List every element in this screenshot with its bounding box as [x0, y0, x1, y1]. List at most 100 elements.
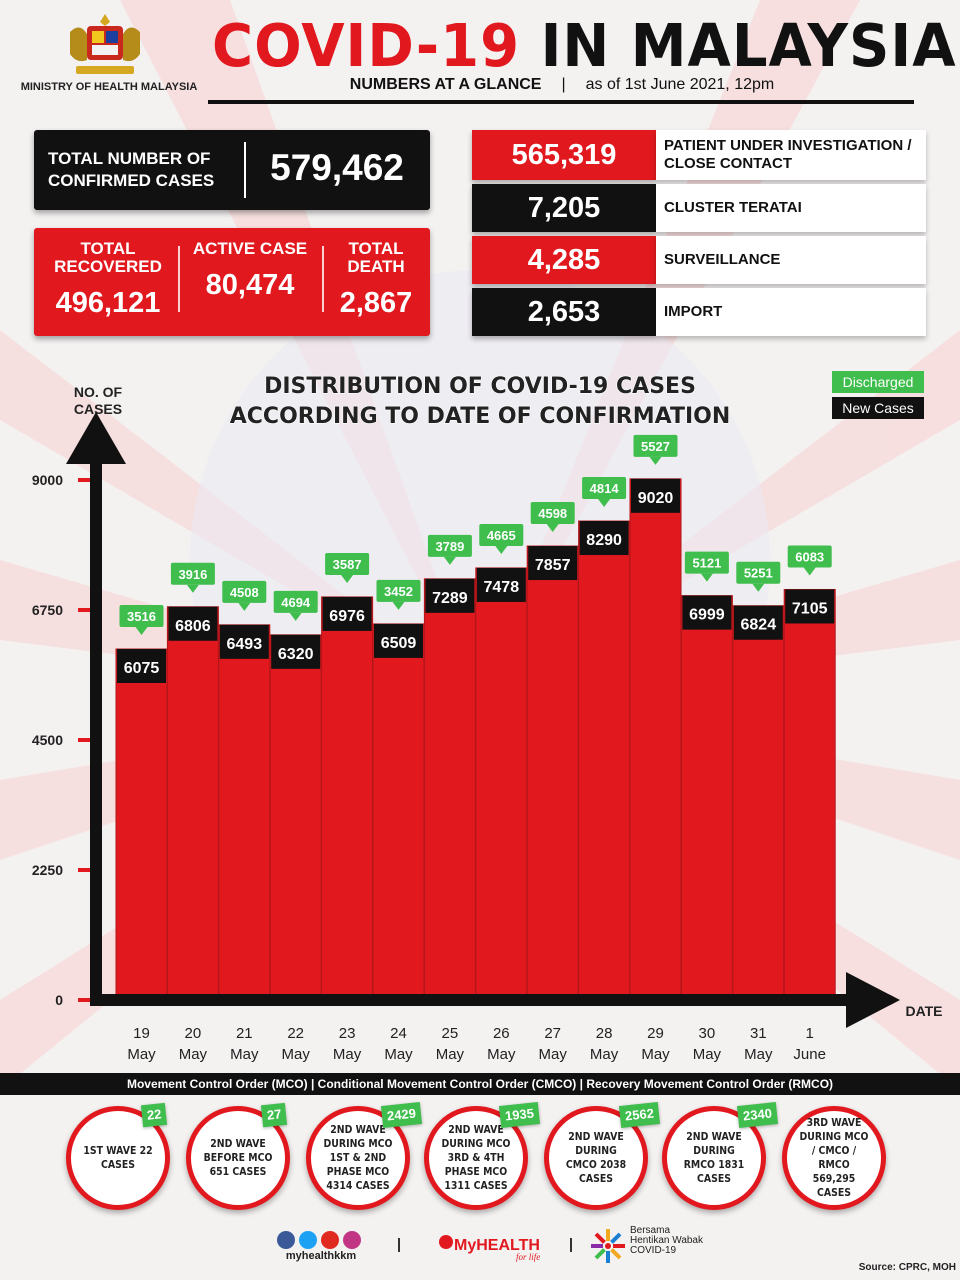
discharged-badge	[530, 502, 575, 525]
bar-value-label: 6509	[381, 635, 417, 652]
discharged-badge-pointer	[392, 601, 405, 610]
category-label-import: IMPORT	[656, 288, 926, 336]
title-malaysia: IN MALAYSIA	[540, 12, 957, 81]
y-tick-label: 2250	[32, 862, 63, 878]
ministry-name: MINISTRY OF HEALTH MALAYSIA	[20, 81, 198, 93]
discharged-badge-pointer	[135, 627, 148, 635]
x-tick-month: June	[793, 1046, 826, 1063]
wave-discharged-badge: 2429	[380, 1102, 422, 1128]
stat-active-case: ACTIVE CASE 80,474	[184, 240, 316, 304]
myhealth-text: MyHEALTH	[454, 1237, 540, 1254]
bar-value-box	[322, 596, 372, 631]
x-tick-day: 26	[493, 1025, 510, 1042]
x-tick-month: May	[436, 1046, 465, 1063]
y-tick-label: 6750	[32, 602, 63, 618]
instagram-icon[interactable]	[343, 1231, 361, 1249]
legend-swatch-discharged	[832, 371, 924, 393]
twitter-icon[interactable]	[299, 1231, 317, 1249]
discharged-badge	[119, 605, 164, 627]
wave-circle-text: 2ND WAVE DURING RMCO 1831 CASES	[683, 1130, 745, 1185]
wave-circle: 3RD WAVE DURING MCO / CMCO / RMCO 569,29…	[782, 1106, 886, 1210]
bersama-logo-icon	[591, 1229, 625, 1263]
discharged-value-label: 5121	[692, 556, 721, 571]
discharged-badge-pointer	[752, 583, 765, 592]
wave-discharged-badge: 1935	[498, 1102, 540, 1128]
total-divider	[244, 142, 246, 198]
bar-value-label: 6806	[175, 618, 211, 635]
source-note: Source: CPRC, MOH	[858, 1262, 956, 1273]
y-axis-label-line2: CASES	[74, 401, 122, 417]
facebook-icon[interactable]	[277, 1231, 295, 1249]
x-tick-day: 20	[185, 1025, 202, 1042]
bar-value-box	[374, 623, 423, 658]
x-tick-month: May	[744, 1046, 773, 1063]
bar-value-box	[425, 578, 475, 613]
coat-of-arms-icon	[70, 14, 140, 74]
stat-total-recovered: TOTAL RECOVERED 496,121	[38, 240, 178, 322]
bar-new-cases	[321, 596, 374, 1001]
x-tick-day: 29	[647, 1025, 664, 1042]
bar-value-box	[476, 567, 526, 602]
footer-separator	[398, 1238, 400, 1252]
bar-value-label: 6999	[689, 607, 725, 624]
x-tick-month: May	[487, 1046, 516, 1063]
bar-value-label: 6493	[227, 636, 263, 653]
legend: Discharged New Cases	[832, 371, 924, 419]
total-confirmed-panel	[34, 130, 430, 210]
phase-band: Movement Control Order (MCO) | Condition…	[0, 1073, 960, 1095]
legend-discharged: Discharged	[843, 374, 914, 390]
bar-new-cases	[115, 648, 168, 1001]
x-tick-month: May	[384, 1046, 413, 1063]
discharged-badge	[633, 434, 678, 457]
bar-value-label: 7478	[484, 579, 520, 596]
x-tick-month: May	[179, 1046, 208, 1063]
bar-value-box	[117, 649, 166, 683]
stat-value: 496,121	[55, 287, 161, 319]
category-value-surveillance: 4,285	[472, 236, 656, 284]
discharged-badge-pointer	[803, 567, 816, 576]
bar-new-cases	[423, 578, 476, 1001]
bar-value-box	[528, 546, 578, 581]
category-label-puicc: PATIENT UNDER INVESTIGATION / CLOSE CONT…	[656, 130, 926, 180]
bar-new-cases	[269, 634, 322, 1001]
wave-circle-text: 2ND WAVE DURING CMCO 2038 CASES	[565, 1130, 627, 1185]
bar-value-box	[682, 595, 732, 630]
bar-value-label: 7857	[535, 557, 571, 574]
wave-discharged-badge: 2340	[736, 1102, 778, 1128]
wave-circle-text: 1ST WAVE 22 CASES	[83, 1144, 153, 1171]
discharged-badge-pointer	[546, 524, 559, 533]
category-value-puicc: 565,319	[472, 130, 656, 180]
discharged-badge	[787, 545, 832, 568]
x-tick-day: 19	[133, 1025, 150, 1042]
y-tick-mark	[78, 738, 92, 742]
bar-value-label: 6824	[741, 617, 777, 634]
discharged-value-label: 3452	[384, 584, 413, 599]
y-tick-mark	[78, 478, 92, 482]
y-axis-label-line1: NO. OF	[74, 384, 123, 400]
discharged-value-label: 3587	[333, 557, 362, 572]
discharged-badge-pointer	[289, 612, 302, 621]
x-tick-day: 22	[287, 1025, 304, 1042]
discharged-value-label: 3516	[127, 609, 156, 624]
youtube-icon[interactable]	[321, 1231, 339, 1249]
wave-discharged-badge: 22	[140, 1102, 168, 1128]
bar-new-cases	[166, 606, 219, 1001]
wave-circle-text: 2ND WAVE DURING MCO 3RD & 4TH PHASE MCO …	[441, 1123, 511, 1192]
discharged-value-label: 4694	[281, 595, 311, 610]
wave-circle: 2ND WAVE DURING MCO 3RD & 4TH PHASE MCO …	[424, 1106, 528, 1210]
discharged-badge-pointer	[186, 584, 199, 593]
subtitle-separator: |	[561, 76, 566, 93]
x-tick-day: 21	[236, 1025, 253, 1042]
category-value-cluster: 7,205	[472, 184, 656, 232]
bersama-text: Bersama Hentikan Wabak COVID-19	[630, 1225, 703, 1256]
social-handle: myhealthkkm	[285, 1250, 357, 1262]
legend-swatch-new-cases	[832, 397, 924, 419]
y-tick-mark	[78, 868, 92, 872]
wave-discharged-badge: 27	[260, 1102, 288, 1128]
axes	[66, 412, 900, 1028]
discharged-badge	[736, 561, 781, 584]
x-tick-day: 28	[596, 1025, 613, 1042]
x-tick-month: May	[641, 1046, 670, 1063]
bar-new-cases	[475, 567, 528, 1001]
x-tick-day: 31	[750, 1025, 767, 1042]
